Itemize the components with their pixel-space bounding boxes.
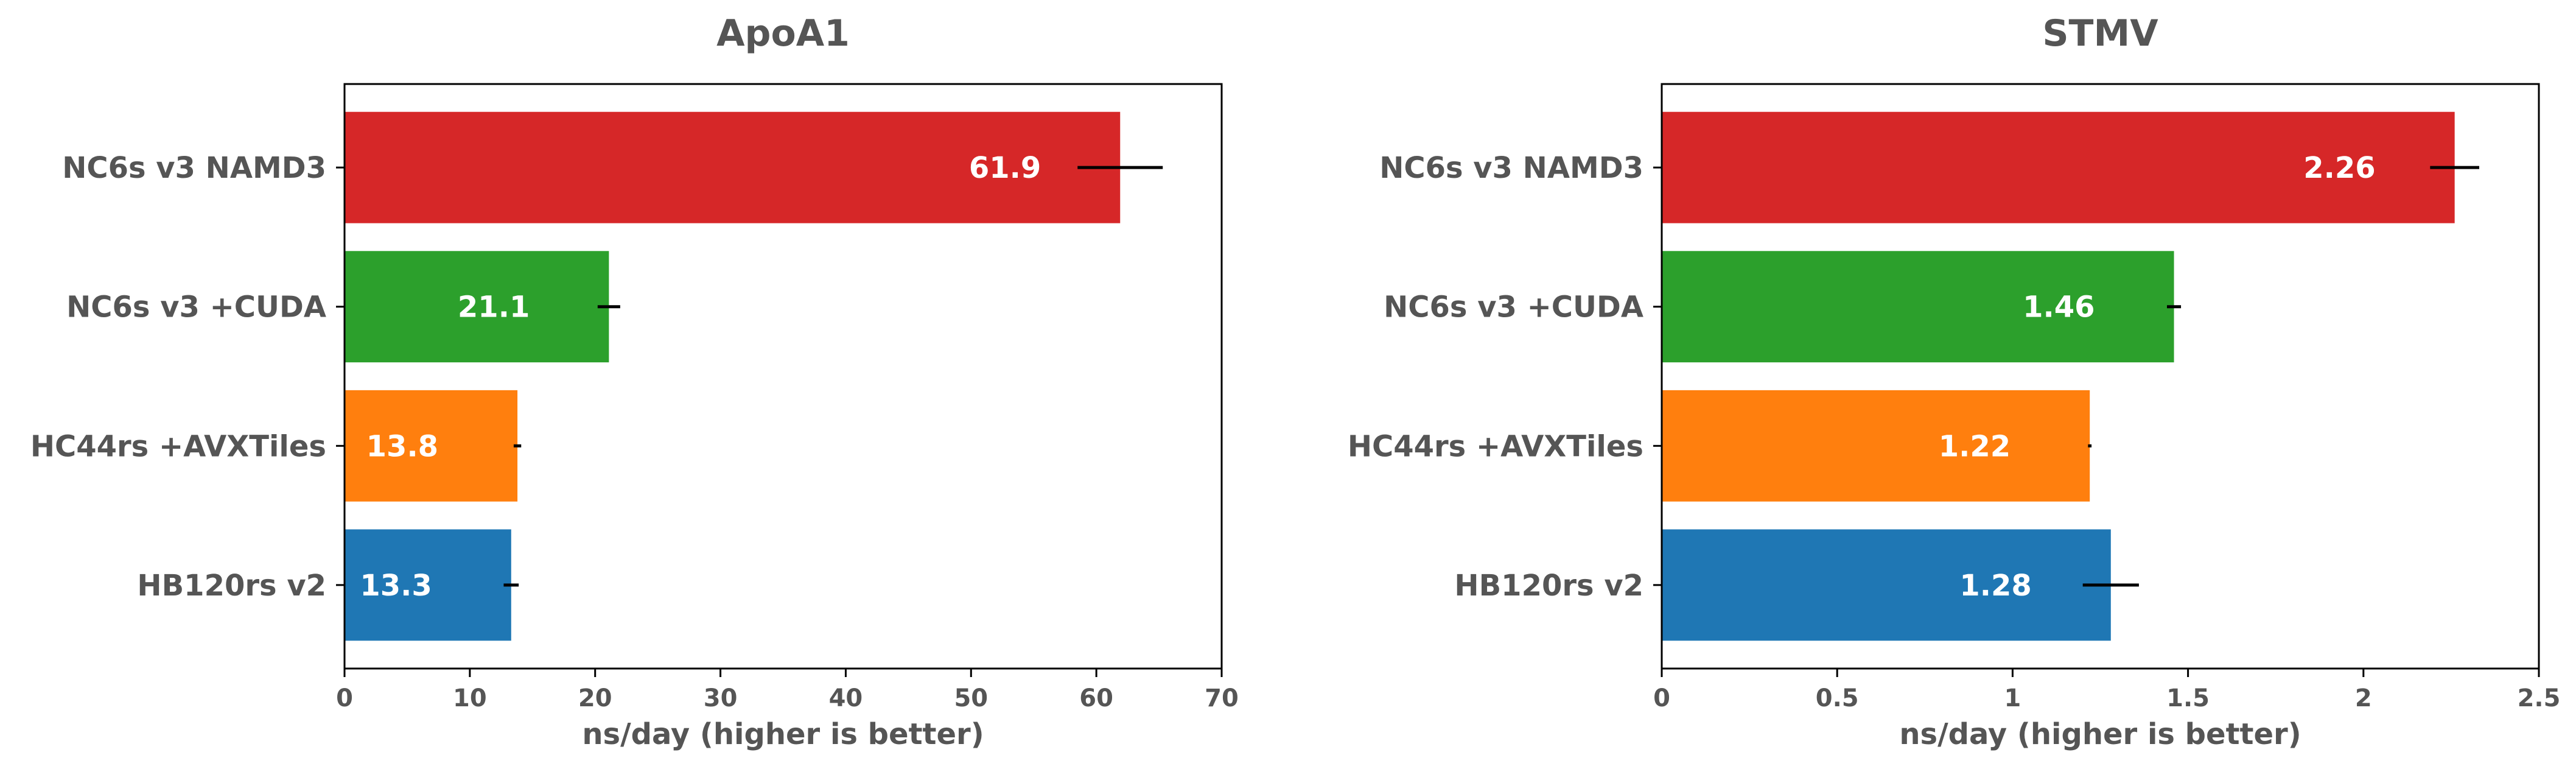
category-label-nc6s-v3-cuda: NC6s v3 +CUDA [66,290,326,325]
value-label-hb120rs-v2: 1.28 [1959,569,2031,603]
category-label-hb120rs-v2: HB120rs v2 [1454,569,1643,603]
x-tick-label: 1.5 [2166,684,2210,712]
category-label-nc6s-v3-namd3: NC6s v3 NAMD3 [1379,151,1643,185]
category-label-hc44rs-avxtiles: HC44rs +AVXTiles [1348,429,1643,463]
x-tick-label: 30 [704,684,738,712]
value-label-hc44rs-avxtiles: 13.8 [366,429,438,463]
value-label-nc6s-v3-cuda: 1.46 [2023,290,2095,325]
value-label-nc6s-v3-namd3: 61.9 [969,151,1041,185]
x-tick-label: 70 [1205,684,1239,712]
x-axis-label: ns/day (higher is better) [1899,717,2301,751]
chart-panel-stmv: STMV 2.26 NC6s v3 NAMD3 1.46 NC6s v3 +CUDA 1.… [1348,12,2561,751]
bar-hb120rs-v2 [1662,529,2111,641]
category-label-hb120rs-v2: HB120rs v2 [137,569,326,603]
bar-nc6s-v3-cuda [1662,251,2174,363]
category-label-nc6s-v3-namd3: NC6s v3 NAMD3 [62,151,326,185]
value-label-hb120rs-v2: 13.3 [360,569,432,603]
bar-nc6s-v3-namd3 [345,111,1121,223]
x-tick-label: 20 [578,684,612,712]
category-label-nc6s-v3-cuda: NC6s v3 +CUDA [1384,290,1643,325]
x-tick-label: 0 [1653,684,1670,712]
bar-hc44rs-avxtiles [345,390,518,502]
plot-frame [1661,83,2540,670]
chart-panel-apoa1: ApoA1 61.9 NC6s v3 NAMD3 21.1 NC6s v3 +CUDA 1… [30,12,1239,751]
x-tick-label: 0.5 [1816,684,1859,712]
x-tick-label: 60 [1079,684,1113,712]
x-axis-label: ns/day (higher is better) [582,717,984,751]
x-tick-label: 1 [2004,684,2021,712]
bar-hb120rs-v2 [345,529,511,641]
bar-nc6s-v3-cuda [345,251,609,363]
plot-frame [343,83,1223,670]
chart-title: STMV [2042,12,2158,55]
x-tick-label: 10 [453,684,487,712]
category-label-hc44rs-avxtiles: HC44rs +AVXTiles [30,429,326,463]
bar-nc6s-v3-namd3 [1662,111,2455,223]
x-tick-label: 40 [829,684,863,712]
value-label-nc6s-v3-cuda: 21.1 [458,290,530,325]
x-tick-label: 2 [2355,684,2372,712]
x-tick-label: 50 [954,684,988,712]
chart-title: ApoA1 [716,12,850,55]
value-label-hc44rs-avxtiles: 1.22 [1939,429,2011,463]
x-tick-label: 2.5 [2518,684,2561,712]
value-label-nc6s-v3-namd3: 2.26 [2303,151,2375,185]
bar-hc44rs-avxtiles [1662,390,2090,502]
x-tick-label: 0 [336,684,353,712]
